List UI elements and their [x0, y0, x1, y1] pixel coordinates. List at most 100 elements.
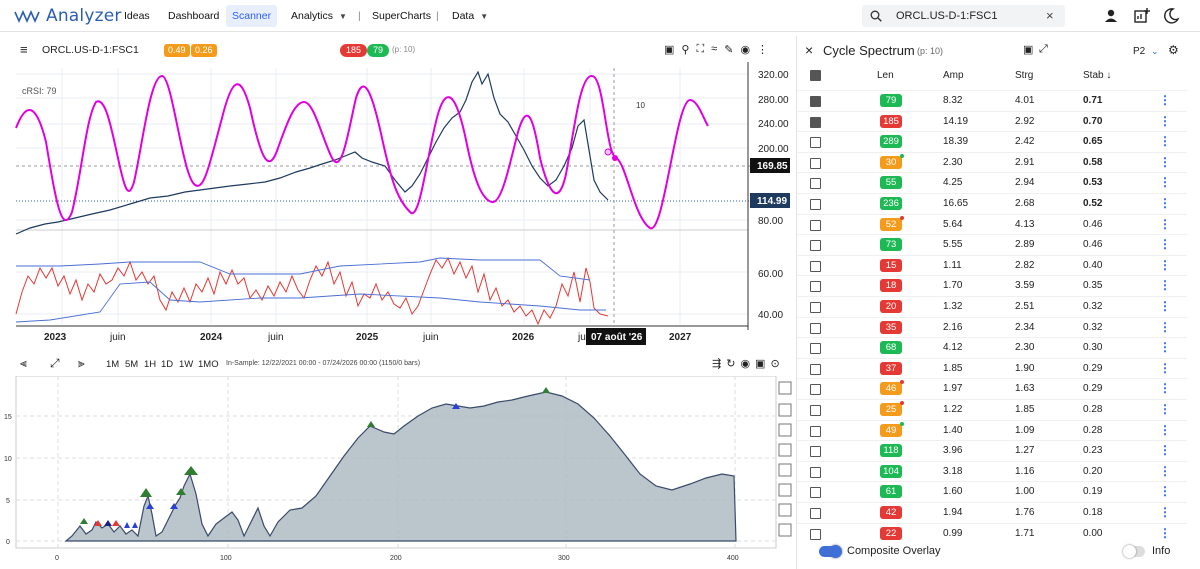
row-menu-icon[interactable]: ⋮: [1159, 463, 1171, 478]
row-checkbox[interactable]: [810, 199, 821, 210]
row-checkbox[interactable]: [810, 137, 821, 149]
chat-tool-icon[interactable]: [778, 523, 792, 537]
fullscreen-icon[interactable]: ⛶: [696, 43, 705, 55]
symbol-search[interactable]: ORCL.US-D-1:FSC1 ×: [862, 5, 1065, 27]
col-strg[interactable]: Strg: [1015, 70, 1034, 81]
gear-icon[interactable]: ⚙: [1168, 43, 1179, 57]
row-checkbox[interactable]: [810, 302, 821, 313]
len-badge[interactable]: 42: [880, 506, 902, 519]
len-badge[interactable]: 104: [880, 464, 902, 478]
dark-mode-icon[interactable]: [1161, 6, 1181, 26]
table-row[interactable]: 46 1.97 1.63 0.29 ⋮: [797, 378, 1187, 399]
len-badge[interactable]: 20: [880, 300, 902, 313]
row-checkbox[interactable]: [810, 281, 821, 293]
nav-analytics[interactable]: Analytics ▼: [285, 5, 353, 27]
table-row[interactable]: 42 1.94 1.76 0.18 ⋮: [797, 502, 1187, 523]
align-right-icon[interactable]: ⫸: [78, 356, 85, 370]
len-badge[interactable]: 79: [880, 94, 902, 107]
table-row[interactable]: 15 1.11 2.82 0.40 ⋮: [797, 254, 1187, 276]
timeframe-1w[interactable]: 1W: [179, 359, 194, 370]
len-badge[interactable]: 55: [880, 176, 902, 190]
row-menu-icon[interactable]: ⋮: [1159, 134, 1171, 149]
len-badge[interactable]: 18: [880, 279, 902, 293]
row-menu-icon[interactable]: ⋮: [1159, 278, 1171, 293]
len-badge[interactable]: 37: [880, 361, 902, 375]
expand-icon[interactable]: ⤢: [50, 356, 60, 370]
len-badge[interactable]: 30: [880, 155, 902, 169]
row-checkbox[interactable]: [810, 219, 821, 231]
nav-dashboard[interactable]: Dashboard: [162, 5, 225, 27]
row-menu-icon[interactable]: ⋮: [1159, 113, 1171, 128]
row-checkbox[interactable]: [810, 178, 821, 190]
len-badge[interactable]: 118: [880, 444, 902, 458]
timeframe-1m[interactable]: 1M: [106, 359, 120, 370]
len-badge[interactable]: 46: [880, 382, 902, 396]
table-row[interactable]: 37 1.85 1.90 0.29 ⋮: [797, 357, 1187, 379]
table-row[interactable]: 104 3.18 1.16 0.20 ⋮: [797, 460, 1187, 482]
len-badge[interactable]: 25: [880, 403, 902, 416]
nav-supercharts[interactable]: SuperCharts: [366, 5, 437, 27]
table-row[interactable]: 18 1.70 3.59 0.35 ⋮: [797, 275, 1187, 296]
zoom-tool-icon[interactable]: [778, 403, 792, 417]
save-tool-icon[interactable]: [778, 463, 792, 477]
table-row[interactable]: 118 3.96 1.27 0.23 ⋮: [797, 440, 1187, 461]
more-icon[interactable]: ⋮: [757, 44, 769, 56]
row-menu-icon[interactable]: ⋮: [1159, 381, 1171, 396]
draw-icon[interactable]: ✎: [724, 44, 734, 56]
len-badge[interactable]: 35: [880, 320, 902, 334]
len-badge[interactable]: 22: [880, 526, 902, 540]
row-checkbox[interactable]: [810, 466, 821, 478]
refresh-tool-icon[interactable]: [778, 483, 792, 497]
user-icon[interactable]: [1101, 6, 1121, 26]
row-menu-icon[interactable]: ⋮: [1159, 360, 1171, 375]
len-badge[interactable]: 15: [880, 258, 902, 272]
preset-select[interactable]: P2: [1133, 46, 1146, 57]
table-row[interactable]: 289 18.39 2.42 0.65 ⋮: [797, 131, 1187, 152]
len-badge[interactable]: 68: [880, 341, 902, 355]
save-icon[interactable]: ▣: [664, 44, 675, 56]
app-logo[interactable]: Analyzer: [14, 6, 122, 26]
row-checkbox[interactable]: [810, 405, 821, 416]
cycle-badge-green[interactable]: 79: [367, 44, 390, 57]
add-chart-icon[interactable]: [1132, 6, 1152, 26]
visibility-icon[interactable]: ◉: [740, 358, 751, 370]
search-tool-icon[interactable]: [778, 443, 792, 457]
row-menu-icon[interactable]: ⋮: [1159, 196, 1171, 210]
select-all-checkbox[interactable]: [810, 70, 821, 81]
composite-overlay-toggle[interactable]: [819, 545, 842, 558]
row-checkbox[interactable]: [810, 363, 821, 375]
table-row[interactable]: 55 4.25 2.94 0.53 ⋮: [797, 172, 1187, 193]
row-menu-icon[interactable]: ⋮: [1159, 216, 1171, 231]
settings-tool-icon[interactable]: [778, 503, 792, 517]
info-toggle[interactable]: [1123, 545, 1145, 558]
len-badge[interactable]: 289: [880, 135, 902, 149]
table-row[interactable]: 73 5.55 2.89 0.46 ⋮: [797, 234, 1187, 255]
row-checkbox[interactable]: [810, 508, 821, 519]
row-menu-icon[interactable]: ⋮: [1159, 422, 1171, 437]
table-row[interactable]: 185 14.19 2.92 0.70 ⋮: [797, 110, 1187, 132]
row-checkbox[interactable]: [810, 240, 821, 252]
col-amp[interactable]: Amp: [943, 70, 964, 81]
row-menu-icon[interactable]: ⋮: [1159, 340, 1171, 355]
row-checkbox[interactable]: [810, 260, 821, 272]
row-menu-icon[interactable]: ⋮: [1159, 154, 1171, 169]
table-row[interactable]: 68 4.12 2.30 0.30 ⋮: [797, 337, 1187, 358]
len-badge[interactable]: 52: [880, 217, 902, 231]
nav-scanner[interactable]: Scanner: [226, 5, 278, 27]
len-badge[interactable]: 236: [880, 197, 902, 210]
row-checkbox[interactable]: [810, 116, 821, 128]
visibility-icon[interactable]: ◉: [740, 44, 751, 56]
table-row[interactable]: 79 8.32 4.01 0.71 ⋮: [797, 90, 1187, 111]
col-stab[interactable]: Stab ↓: [1083, 70, 1112, 81]
search-input[interactable]: ORCL.US-D-1:FSC1: [896, 10, 998, 22]
row-checkbox[interactable]: [810, 446, 821, 458]
timeframe-5m[interactable]: 5M: [125, 359, 139, 370]
row-menu-icon[interactable]: ⋮: [1159, 237, 1171, 252]
len-badge[interactable]: 61: [880, 485, 902, 499]
col-len[interactable]: Len: [877, 70, 894, 81]
timeframe-1d[interactable]: 1D: [161, 359, 174, 370]
move-tool-icon[interactable]: [778, 381, 792, 395]
chart-symbol[interactable]: ORCL.US-D-1:FSC1: [42, 44, 139, 56]
pin-icon[interactable]: ⚲: [681, 44, 690, 56]
sort-icon[interactable]: ⇶: [712, 358, 722, 370]
